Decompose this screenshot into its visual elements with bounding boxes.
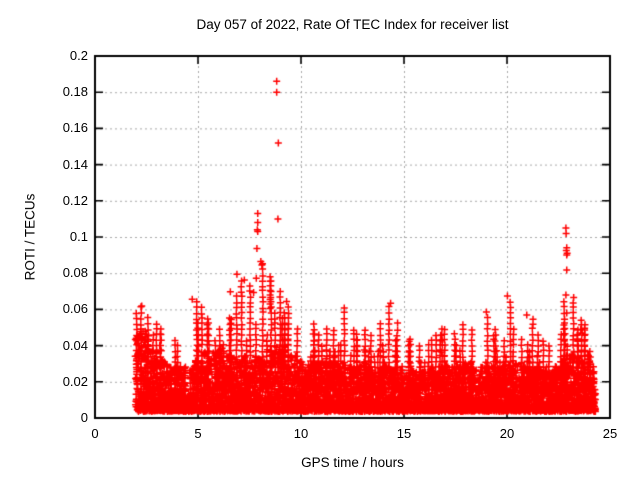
x-tick-label: 15: [396, 426, 412, 441]
y-tick-label: 0.02: [62, 373, 88, 389]
x-axis-label: GPS time / hours: [301, 455, 404, 470]
y-tick-label: 0.08: [62, 265, 88, 281]
y-tick-label: 0.12: [62, 192, 88, 208]
y-tick-label: 0.18: [62, 84, 88, 100]
y-tick-label: 0.1: [69, 229, 88, 244]
y-tick-label: 0.16: [62, 120, 88, 136]
y-tick-label: 0.06: [62, 301, 88, 317]
x-tick-label: 25: [602, 426, 618, 441]
x-tick-label: 10: [293, 426, 309, 441]
x-tick-label: 0: [91, 426, 99, 441]
chart-title: Day 057 of 2022, Rate Of TEC Index for r…: [196, 17, 509, 32]
x-tick-label: 5: [194, 426, 202, 441]
y-tick-label: 0.2: [69, 48, 88, 63]
y-tick-label: 0: [80, 410, 88, 425]
x-tick-label: 20: [499, 426, 515, 441]
y-tick-label: 0.04: [62, 337, 88, 353]
y-tick-label: 0.14: [62, 156, 88, 172]
